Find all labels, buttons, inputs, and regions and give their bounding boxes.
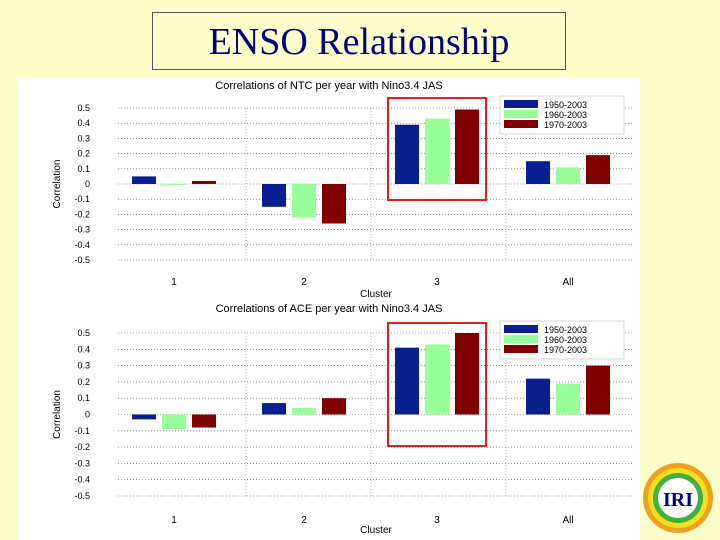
bar-1970-2003-1 bbox=[192, 180, 216, 184]
y-tick-label: 0 bbox=[85, 410, 90, 420]
y-tick-label: 0.1 bbox=[77, 164, 90, 174]
legend-swatch bbox=[504, 345, 538, 353]
bar-1970-2003-All bbox=[586, 365, 610, 415]
x-tick-label: All bbox=[562, 277, 573, 288]
y-axis-label: Correlation bbox=[52, 390, 63, 439]
x-tick-label: 1 bbox=[171, 277, 177, 288]
y-tick-label: 0.5 bbox=[77, 103, 90, 113]
highlight-box bbox=[387, 97, 487, 201]
x-tick-label: All bbox=[562, 515, 573, 526]
bar-1950-2003-All bbox=[526, 161, 550, 184]
legend-label: 1970-2003 bbox=[544, 345, 587, 355]
y-tick-label: -0.3 bbox=[74, 458, 90, 468]
bar-1970-2003-2 bbox=[322, 398, 346, 415]
legend-label: 1960-2003 bbox=[544, 335, 587, 345]
bar-1960-2003-3 bbox=[425, 118, 449, 184]
bar-1960-2003-All bbox=[556, 383, 580, 415]
y-tick-label: 0.2 bbox=[77, 377, 90, 387]
y-tick-label: 0.5 bbox=[77, 328, 90, 338]
bar-1960-2003-2 bbox=[292, 184, 316, 218]
legend-swatch bbox=[504, 110, 538, 118]
y-tick-label: 0.4 bbox=[77, 118, 90, 128]
x-axis-label: Cluster bbox=[360, 289, 392, 300]
y-tick-label: -0.4 bbox=[74, 240, 90, 250]
x-tick-label: 3 bbox=[434, 515, 440, 526]
bar-1950-2003-2 bbox=[262, 184, 286, 207]
bar-1970-2003-2 bbox=[322, 184, 346, 224]
bar-1970-2003-All bbox=[586, 155, 610, 184]
y-tick-label: -0.4 bbox=[74, 475, 90, 485]
bar-1950-2003-3 bbox=[395, 347, 419, 415]
bar-1950-2003-1 bbox=[132, 176, 156, 184]
legend-label: 1950-2003 bbox=[544, 100, 587, 110]
legend-swatch bbox=[504, 120, 538, 128]
y-tick-label: -0.1 bbox=[74, 426, 90, 436]
chart-title: Correlations of NTC per year with Nino3.… bbox=[215, 80, 442, 92]
x-tick-label: 3 bbox=[434, 277, 440, 288]
legend-swatch bbox=[504, 100, 538, 108]
bar-1970-2003-3 bbox=[455, 109, 479, 184]
bar-1960-2003-1 bbox=[162, 184, 186, 185]
bar-1960-2003-1 bbox=[162, 414, 186, 430]
bar-1950-2003-1 bbox=[132, 414, 156, 420]
y-tick-label: 0 bbox=[85, 179, 90, 189]
iri-logo: IRI bbox=[640, 460, 716, 536]
y-tick-label: 0.2 bbox=[77, 149, 90, 159]
bar-1970-2003-3 bbox=[455, 333, 479, 415]
chart-title: Correlations of ACE per year with Nino3.… bbox=[216, 303, 443, 315]
y-tick-label: 0.1 bbox=[77, 393, 90, 403]
x-tick-label: 2 bbox=[301, 515, 307, 526]
charts-svg: Correlations of NTC per year with Nino3.… bbox=[52, 80, 634, 536]
y-tick-label: 0.3 bbox=[77, 361, 90, 371]
x-tick-label: 2 bbox=[301, 277, 307, 288]
legend-label: 1960-2003 bbox=[544, 110, 587, 120]
y-tick-label: -0.2 bbox=[74, 209, 90, 219]
bar-1970-2003-1 bbox=[192, 414, 216, 428]
y-tick-label: 0.3 bbox=[77, 133, 90, 143]
bar-1950-2003-2 bbox=[262, 403, 286, 415]
bar-1950-2003-3 bbox=[395, 124, 419, 184]
slide-title: ENSO Relationship bbox=[152, 12, 566, 70]
y-tick-label: -0.1 bbox=[74, 194, 90, 204]
y-tick-label: -0.5 bbox=[74, 255, 90, 265]
legend-label: 1950-2003 bbox=[544, 325, 587, 335]
x-axis-label: Cluster bbox=[360, 525, 392, 536]
legend-label: 1970-2003 bbox=[544, 120, 587, 130]
legend-swatch bbox=[504, 325, 538, 333]
y-tick-label: -0.3 bbox=[74, 225, 90, 235]
y-tick-label: 0.4 bbox=[77, 344, 90, 354]
bar-1950-2003-All bbox=[526, 378, 550, 415]
x-tick-label: 1 bbox=[171, 515, 177, 526]
chart-panel: Correlations of NTC per year with Nino3.… bbox=[18, 78, 640, 540]
y-tick-label: -0.2 bbox=[74, 442, 90, 452]
highlight-box bbox=[387, 322, 487, 447]
y-tick-label: -0.5 bbox=[74, 491, 90, 501]
bar-1960-2003-3 bbox=[425, 344, 449, 415]
bar-1960-2003-2 bbox=[292, 407, 316, 415]
legend-swatch bbox=[504, 335, 538, 343]
y-axis-label: Correlation bbox=[52, 160, 63, 209]
bar-1960-2003-All bbox=[556, 167, 580, 184]
svg-text:IRI: IRI bbox=[663, 489, 693, 511]
